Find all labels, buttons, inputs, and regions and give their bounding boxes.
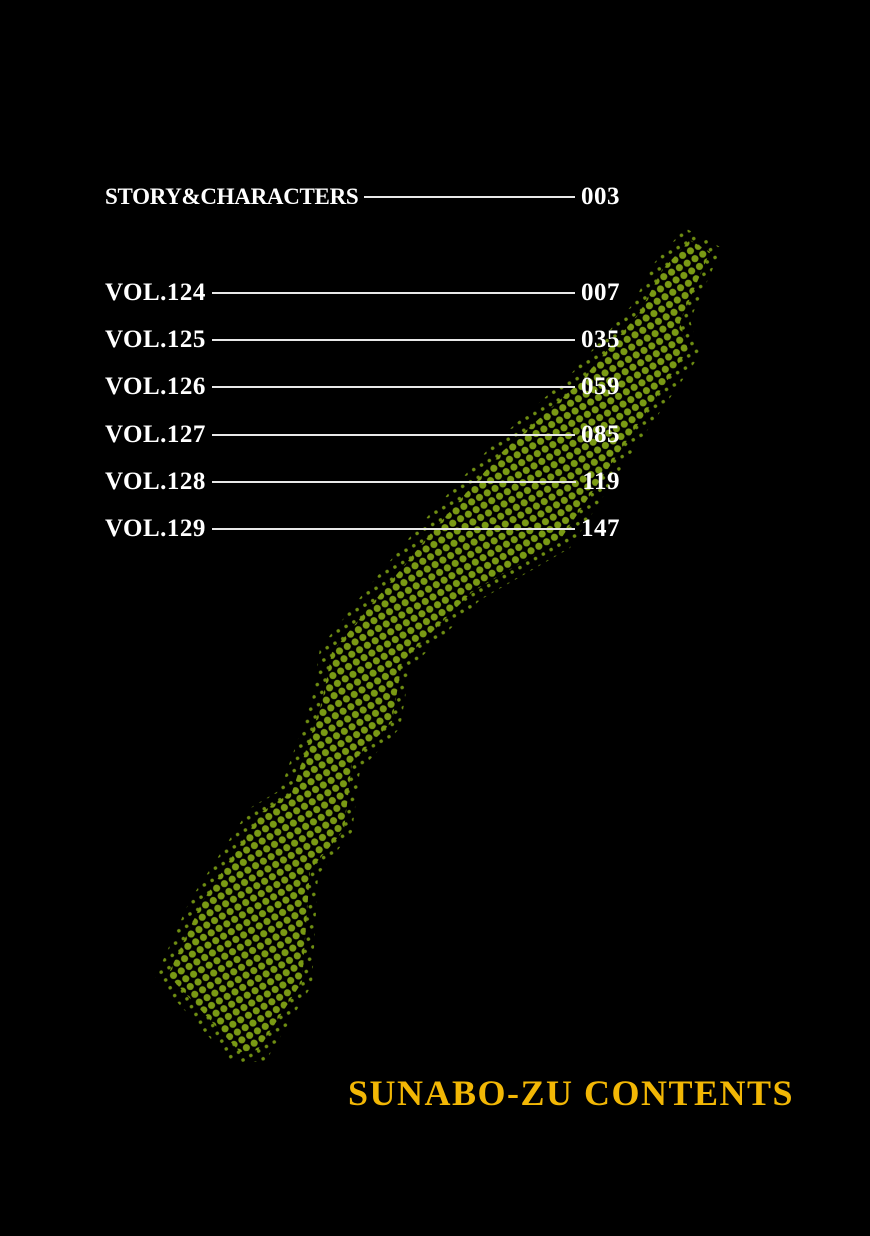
toc-entry-label: STORY&CHARACTERS	[105, 184, 359, 209]
toc-entry-page: 147	[581, 515, 620, 542]
leader-line	[211, 292, 575, 294]
toc-entry-story-characters[interactable]: STORY&CHARACTERS 003	[105, 182, 620, 212]
leader-line	[211, 434, 575, 436]
toc-entry-vol-128[interactable]: VOL.128 119	[105, 467, 620, 497]
leader-line	[211, 528, 575, 530]
toc-entry-vol-125[interactable]: VOL.125 035	[105, 325, 620, 355]
toc-entry-page: 059	[581, 373, 620, 400]
toc-entry-vol-124[interactable]: VOL.124 007	[105, 278, 620, 308]
toc-entry-page: 085	[581, 421, 620, 448]
toc-entry-page: 035	[581, 326, 620, 353]
leader-line	[211, 481, 577, 483]
toc-entry-vol-129[interactable]: VOL.129 147	[105, 514, 620, 544]
leader-line	[364, 196, 575, 198]
toc-entry-label: VOL.128	[105, 468, 206, 495]
toc-entry-label: VOL.126	[105, 373, 206, 400]
toc-entry-page: 119	[582, 468, 620, 495]
toc-entry-vol-127[interactable]: VOL.127 085	[105, 420, 620, 450]
toc-entry-page: 007	[581, 279, 620, 306]
toc-entry-label: VOL.129	[105, 515, 206, 542]
contents-title: SUNABO-ZU CONTENTS	[348, 1073, 795, 1113]
toc-entry-label: VOL.127	[105, 421, 206, 448]
leader-line	[211, 339, 575, 341]
toc-entry-page: 003	[581, 183, 620, 210]
toc-entry-label: VOL.125	[105, 326, 206, 353]
leader-line	[211, 386, 575, 388]
toc-entry-vol-126[interactable]: VOL.126 059	[105, 372, 620, 402]
toc-entry-label: VOL.124	[105, 279, 206, 306]
